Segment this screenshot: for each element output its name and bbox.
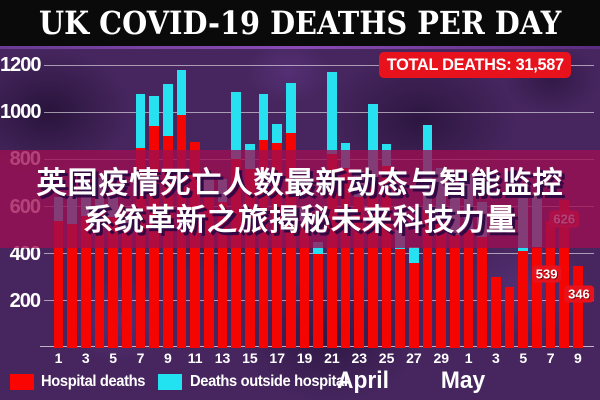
- x-tick-apr-23: 23: [351, 350, 368, 366]
- x-tick-apr-17: 17: [269, 350, 285, 366]
- total-deaths-badge: TOTAL DEATHS: 31,587: [379, 52, 571, 78]
- x-tick-may-1: 1: [464, 350, 473, 366]
- x-tick-may-9: 9: [574, 350, 582, 366]
- bar-hospital-may-4: [504, 286, 515, 348]
- x-tick-apr-7: 7: [136, 350, 145, 366]
- x-tick-apr-19: 19: [296, 350, 313, 366]
- bar-hospital-apr-25: [381, 166, 392, 348]
- bar-hospital-apr-15: [245, 168, 255, 348]
- bar-hospital-apr-13: [217, 201, 228, 348]
- x-tick-may-3: 3: [492, 350, 500, 366]
- legend-label-outside: Deaths outside hospital: [190, 373, 348, 390]
- bar-hospital-may-2: [477, 237, 488, 348]
- bar-hospital-apr-1: [53, 220, 64, 348]
- gridline-1200: [44, 64, 594, 66]
- bar-outside-apr-18: [286, 83, 296, 134]
- overlay-band: [0, 150, 600, 248]
- bar-hospital-apr-21: [327, 153, 337, 348]
- bar-outside-apr-17: [272, 124, 282, 143]
- x-tick-apr-1: 1: [54, 350, 63, 366]
- bar-hospital-apr-20: [313, 253, 324, 348]
- bar-hospital-apr-6: [122, 230, 132, 348]
- y-tick-400: 400: [9, 242, 41, 265]
- x-tick-apr-9: 9: [163, 350, 172, 366]
- y-tick-200: 200: [9, 289, 41, 312]
- bar-hospital-apr-30: [450, 234, 460, 348]
- bar-hospital-may-7: [545, 220, 556, 348]
- x-tick-apr-3: 3: [81, 350, 90, 366]
- x-tick-apr-5: 5: [109, 350, 118, 366]
- bar-hospital-may-1: [463, 230, 474, 348]
- total-deaths-text: TOTAL DEATHS: 31,587: [386, 55, 564, 74]
- y-tick-1000: 1000: [0, 101, 42, 124]
- overlay-caption-line2: 系统革新之旅揭秘未来科技力量: [83, 204, 517, 237]
- bar-hospital-apr-12: [204, 197, 214, 348]
- bar-outside-apr-8: [149, 95, 159, 127]
- bar-hospital-apr-28: [422, 209, 433, 348]
- value-badge-346: 346: [564, 285, 594, 303]
- bar-outside-apr-27: [409, 246, 419, 264]
- bar-hospital-apr-3: [81, 215, 91, 348]
- overlay-caption: 英国疫情死亡人数最新动态与智能监控 系统革新之旅揭秘未来科技力量: [0, 150, 600, 248]
- bar-hospital-apr-27: [409, 263, 419, 348]
- y-tick-1200: 1200: [0, 54, 42, 76]
- bar-hospital-may-8: [559, 200, 570, 348]
- x-tick-apr-11: 11: [187, 350, 203, 366]
- x-tick-may-7: 7: [546, 350, 555, 366]
- x-tick-apr-15: 15: [242, 350, 258, 366]
- bar-outside-apr-9: [163, 83, 173, 136]
- bar-outside-apr-24: [368, 103, 378, 183]
- page-title: UK COVID-19 DEATHS PER DAY: [38, 4, 562, 42]
- overlay-caption-line1: 英国疫情死亡人数最新动态与智能监控: [36, 167, 564, 200]
- bar-hospital-may-9: [573, 266, 583, 348]
- month-label-may: May: [440, 367, 486, 394]
- bar-hospital-apr-23: [354, 197, 365, 348]
- x-tick-apr-27: 27: [406, 350, 422, 366]
- bar-hospital-apr-24: [368, 182, 378, 348]
- value-badge-539: 539: [531, 265, 562, 283]
- bar-hospital-apr-5: [108, 217, 118, 348]
- legend-swatch-outside: [158, 374, 182, 390]
- month-label-april: April: [337, 367, 389, 394]
- bar-outside-apr-16: [258, 94, 269, 141]
- bar-hospital-apr-26: [395, 248, 406, 348]
- legend-label-hospital: Hospital deaths: [41, 373, 146, 390]
- bar-outside-apr-7: [135, 93, 146, 148]
- gridline-1000: [44, 111, 594, 113]
- title-bar: UK COVID-19 DEATHS PER DAY: [0, 0, 600, 46]
- x-tick-apr-13: 13: [214, 350, 231, 366]
- bar-hospital-may-6: [532, 246, 542, 348]
- x-tick-apr-25: 25: [378, 350, 395, 366]
- bar-outside-apr-14: [231, 91, 241, 160]
- x-tick-apr-21: 21: [324, 350, 340, 366]
- bar-hospital-may-5: [518, 251, 529, 348]
- bar-hospital-apr-4: [94, 211, 105, 348]
- bar-hospital-apr-29: [436, 218, 447, 348]
- legend-swatch-hospital: [10, 374, 34, 390]
- bar-hospital-may-3: [491, 277, 501, 348]
- x-tick-may-5: 5: [519, 350, 528, 366]
- x-tick-apr-29: 29: [433, 350, 450, 366]
- bar-hospital-apr-22: [340, 168, 351, 348]
- title-divider: [0, 46, 600, 49]
- bar-outside-apr-21: [327, 71, 337, 154]
- bar-outside-apr-10: [176, 69, 187, 115]
- bar-hospital-apr-14: [231, 159, 241, 348]
- bar-hospital-apr-19: [299, 220, 310, 348]
- bar-hospital-apr-2: [67, 224, 77, 348]
